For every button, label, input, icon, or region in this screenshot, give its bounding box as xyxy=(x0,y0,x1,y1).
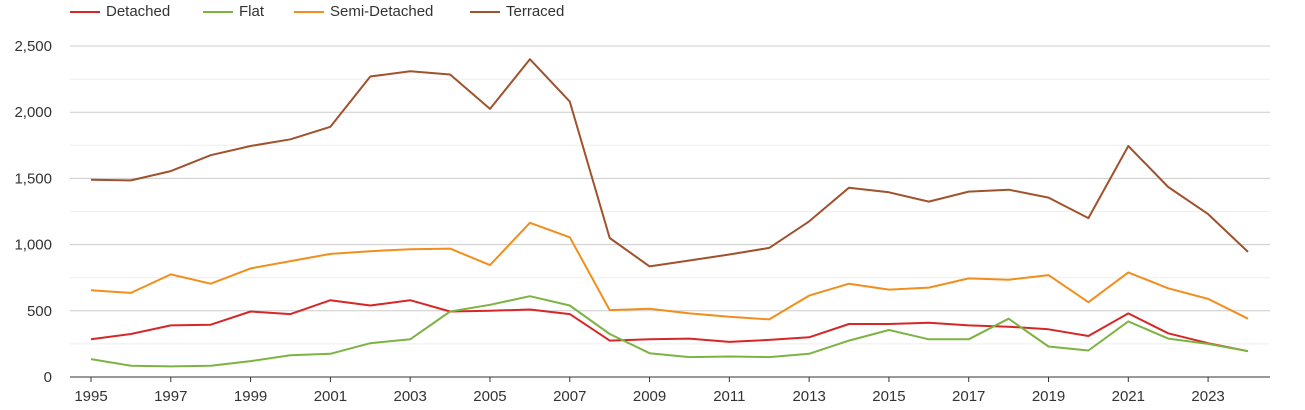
legend-item-semi-detached[interactable]: Semi-Detached xyxy=(294,3,433,20)
x-tick-label: 2019 xyxy=(1032,388,1065,405)
y-tick-label: 2,000 xyxy=(14,104,52,121)
gridlines xyxy=(70,45,1270,345)
legend-swatch-detached xyxy=(70,10,100,13)
x-axis: 1995 1997 1999 2001 2003 2005 2007 2009 2011 2013… xyxy=(70,376,1270,405)
x-tick-label: 2009 xyxy=(633,388,666,405)
legend-label-terraced: Terraced xyxy=(506,3,565,20)
x-tick-label: 2011 xyxy=(713,388,745,405)
legend-label-flat: Flat xyxy=(239,3,265,20)
series-lines xyxy=(90,58,1249,368)
x-tick-label: 2015 xyxy=(872,388,905,405)
legend-label-semi-detached: Semi-Detached xyxy=(330,3,434,20)
x-tick-label: 2003 xyxy=(393,388,426,405)
y-axis: 0 500 1,000 1,500 2,000 2,500 xyxy=(14,38,52,386)
x-tick-label: 2007 xyxy=(553,388,586,405)
series-line-flat[interactable] xyxy=(90,295,1249,368)
legend-item-flat[interactable]: Flat xyxy=(203,3,264,20)
x-tick-label: 2013 xyxy=(792,388,825,405)
x-tick-label: 2001 xyxy=(314,388,347,405)
series-line-semi-detached[interactable] xyxy=(90,221,1249,321)
y-tick-label: 1,000 xyxy=(14,237,52,254)
legend-label-detached: Detached xyxy=(106,3,171,20)
x-tick-label: 1999 xyxy=(234,388,267,405)
x-tick-label: 2005 xyxy=(473,388,506,405)
legend-swatch-terraced xyxy=(470,10,500,13)
y-tick-label: 500 xyxy=(27,303,52,320)
series-line-terraced[interactable] xyxy=(90,58,1249,268)
legend-item-detached[interactable]: Detached xyxy=(70,3,170,20)
legend-item-terraced[interactable]: Terraced xyxy=(470,3,564,20)
legend-swatch-semi-detached xyxy=(294,10,324,13)
x-tick-label: 1995 xyxy=(74,388,107,405)
y-tick-label: 1,500 xyxy=(14,170,52,187)
x-tick-label: 2017 xyxy=(952,388,985,405)
x-tick-label: 2021 xyxy=(1112,388,1145,405)
y-tick-label: 0 xyxy=(44,369,52,386)
series-line-detached[interactable] xyxy=(90,299,1249,353)
y-tick-label: 2,500 xyxy=(14,38,52,55)
x-tick-label: 2023 xyxy=(1191,388,1224,405)
x-tick-label: 1997 xyxy=(154,388,187,405)
legend-swatch-flat xyxy=(203,10,233,13)
